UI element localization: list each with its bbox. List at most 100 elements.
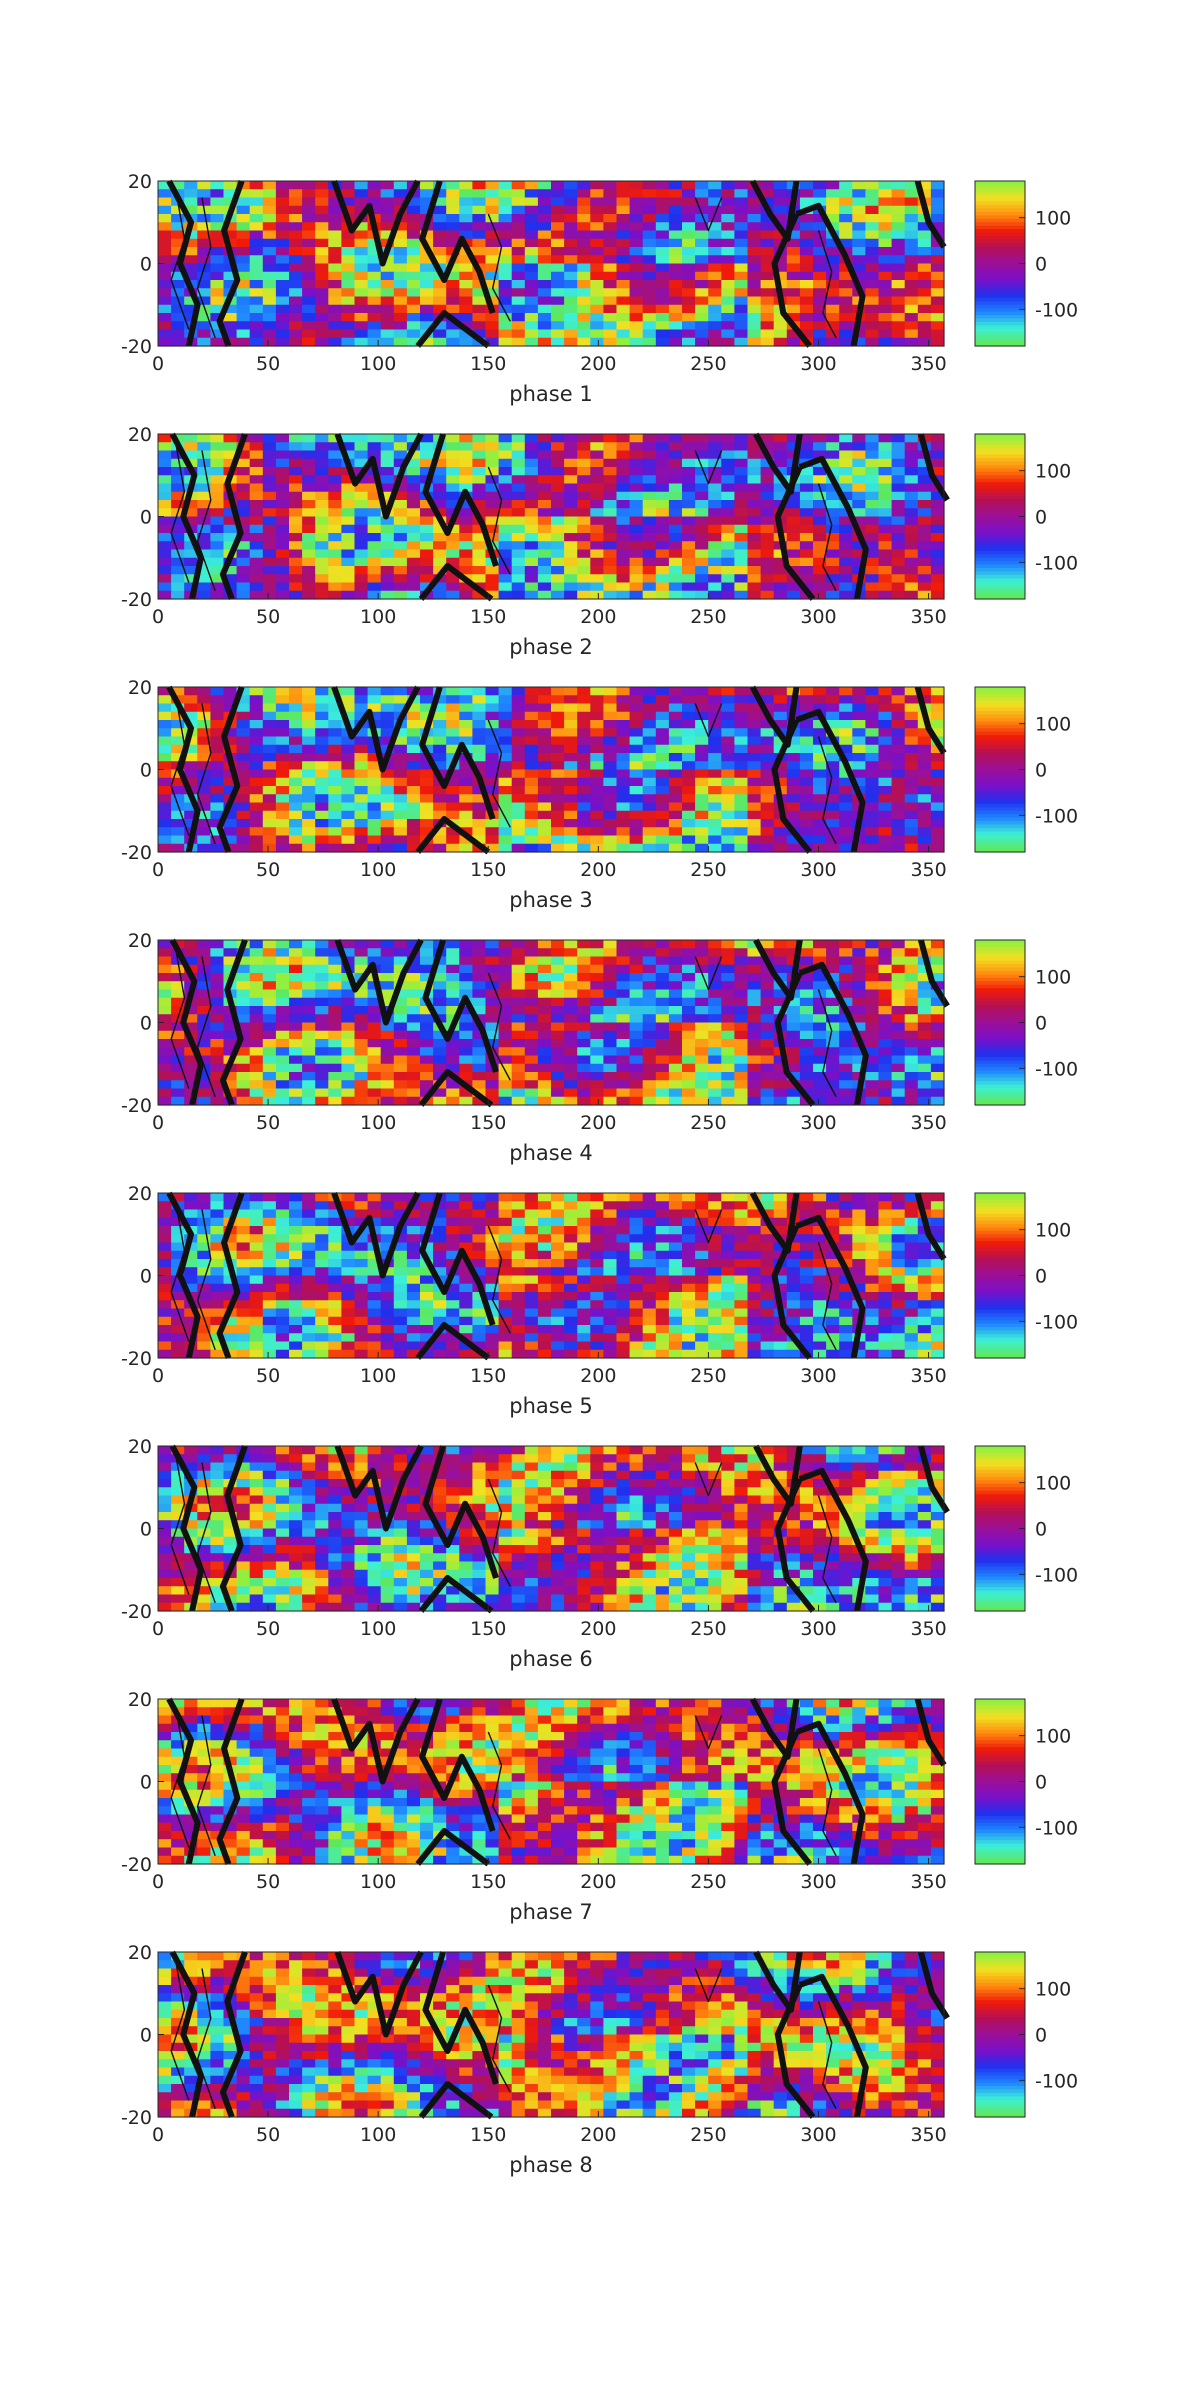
heatmap-cell bbox=[249, 214, 264, 223]
heatmap-cell bbox=[459, 948, 473, 958]
colorbar-swatch bbox=[975, 513, 1025, 518]
heatmap-cell bbox=[577, 728, 591, 738]
heatmap-cell bbox=[289, 524, 303, 534]
heatmap-cells bbox=[158, 940, 945, 1106]
heatmap-cell bbox=[590, 981, 604, 991]
heatmap-cell bbox=[302, 304, 316, 314]
heatmap-cell bbox=[826, 973, 840, 982]
heatmap-cell bbox=[930, 541, 945, 551]
heatmap-cell bbox=[655, 769, 670, 779]
heatmap-cell bbox=[302, 703, 316, 713]
heatmap-cell bbox=[262, 1088, 277, 1098]
heatmap-cell bbox=[328, 574, 342, 584]
heatmap-cell bbox=[747, 819, 762, 828]
heatmap-cell bbox=[603, 434, 618, 443]
heatmap-cell bbox=[734, 280, 749, 289]
heatmap-cell bbox=[420, 1063, 434, 1073]
heatmap-cell bbox=[734, 1022, 749, 1032]
heatmap-cell bbox=[354, 271, 369, 281]
heatmap-cell bbox=[616, 769, 631, 779]
heatmap-cell bbox=[498, 214, 513, 223]
heatmap-cell bbox=[695, 1055, 709, 1065]
heatmap-cell bbox=[629, 263, 644, 273]
heatmap-cell bbox=[839, 491, 853, 501]
heatmap-cell bbox=[642, 1055, 657, 1065]
heatmap-cell bbox=[590, 458, 604, 468]
heatmap-cell bbox=[564, 197, 578, 207]
heatmap-cell bbox=[184, 753, 198, 762]
heatmap-cell bbox=[433, 197, 447, 207]
heatmap-cell bbox=[930, 247, 945, 256]
heatmap-cell bbox=[420, 1047, 434, 1057]
heatmap-cell bbox=[393, 574, 408, 584]
heatmap-cell bbox=[655, 255, 670, 265]
heatmap-cell bbox=[249, 255, 264, 265]
heatmap-cell bbox=[184, 1047, 198, 1057]
heatmap-cell bbox=[511, 753, 526, 762]
heatmap-cell bbox=[655, 703, 670, 713]
heatmap-cell bbox=[197, 222, 211, 232]
colorbar-swatch bbox=[975, 198, 1025, 203]
heatmap-cell bbox=[891, 442, 906, 452]
heatmap-cell bbox=[420, 1080, 434, 1090]
heatmap-cell bbox=[799, 214, 814, 223]
colorbar-swatch bbox=[975, 516, 1025, 521]
heatmap-cell bbox=[537, 549, 552, 559]
heatmap-cell bbox=[564, 337, 578, 347]
heatmap-cell bbox=[760, 940, 775, 949]
heatmap-cell bbox=[315, 802, 329, 812]
heatmap-cell bbox=[734, 197, 749, 207]
heatmap-cell bbox=[668, 549, 683, 559]
heatmap-cell bbox=[577, 434, 591, 443]
heatmap-cell bbox=[302, 973, 316, 982]
heatmap-cell bbox=[197, 508, 211, 518]
heatmap-cell bbox=[393, 566, 408, 575]
heatmap-cell bbox=[380, 1080, 395, 1090]
heatmap-cell bbox=[629, 247, 644, 256]
heatmap-cell bbox=[747, 827, 762, 837]
heatmap-cell bbox=[289, 981, 303, 991]
heatmap-cell bbox=[891, 843, 906, 853]
heatmap-cell bbox=[275, 843, 290, 853]
heatmap-cell bbox=[315, 827, 329, 837]
heatmap-cell bbox=[171, 458, 185, 468]
heatmap-cell bbox=[289, 508, 303, 518]
heatmap-cell bbox=[184, 736, 198, 746]
heatmap-cell bbox=[524, 483, 539, 493]
heatmap-cell bbox=[485, 981, 500, 991]
heatmap-cell bbox=[603, 1039, 618, 1048]
heatmap-cell bbox=[341, 753, 356, 762]
heatmap-cell bbox=[786, 541, 801, 551]
heatmap-cell bbox=[629, 238, 644, 248]
heatmap-cell bbox=[655, 483, 670, 493]
heatmap-cell bbox=[577, 997, 591, 1007]
heatmap-cell bbox=[354, 695, 369, 705]
heatmap-cell bbox=[629, 997, 644, 1007]
heatmap-cell bbox=[891, 810, 906, 820]
heatmap-cell bbox=[616, 304, 631, 314]
heatmap-cell bbox=[511, 827, 526, 837]
heatmap-cell bbox=[524, 197, 539, 207]
heatmap-cell bbox=[380, 321, 395, 331]
heatmap-cell bbox=[603, 222, 618, 232]
heatmap-cell bbox=[302, 728, 316, 738]
heatmap-cell bbox=[485, 1039, 500, 1048]
heatmap-cell bbox=[878, 582, 893, 592]
heatmap-cell bbox=[262, 687, 277, 696]
heatmap-cell bbox=[446, 263, 460, 273]
heatmap-cell bbox=[210, 843, 225, 853]
heatmap-cell bbox=[682, 582, 696, 592]
heatmap-cell bbox=[315, 181, 329, 190]
heatmap-cell bbox=[577, 524, 591, 534]
heatmap-cell bbox=[813, 695, 827, 705]
heatmap-cell bbox=[655, 230, 670, 240]
heatmap-cell bbox=[341, 434, 356, 443]
heatmap-cell bbox=[655, 205, 670, 215]
heatmap-cell bbox=[695, 450, 709, 460]
heatmap-cell bbox=[328, 794, 342, 804]
heatmap-cell bbox=[878, 566, 893, 575]
heatmap-cell bbox=[551, 255, 565, 265]
heatmap-cell bbox=[577, 843, 591, 853]
heatmap-cell bbox=[878, 434, 893, 443]
